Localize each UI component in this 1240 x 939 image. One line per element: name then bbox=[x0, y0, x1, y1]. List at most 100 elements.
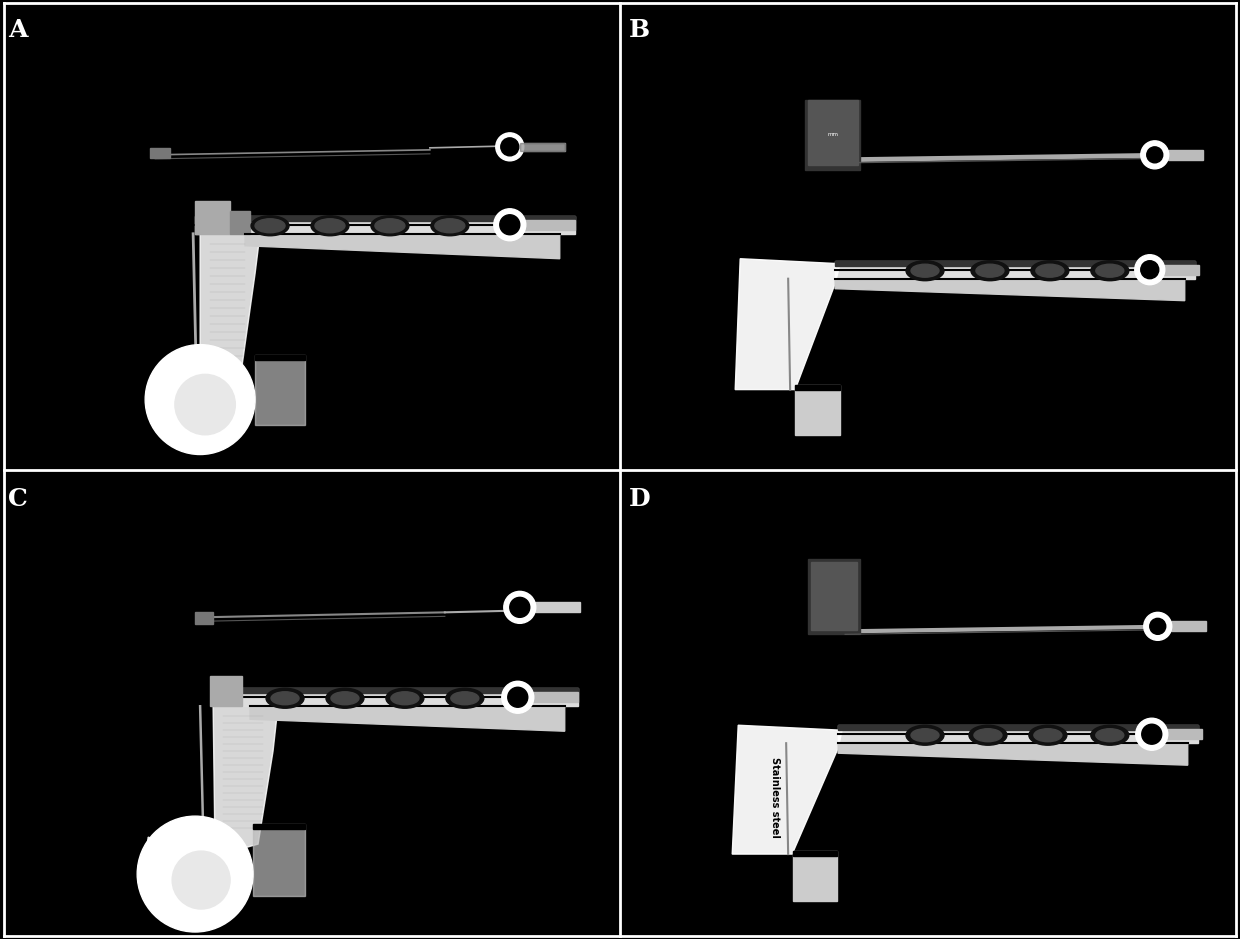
Ellipse shape bbox=[1030, 261, 1069, 281]
Ellipse shape bbox=[250, 216, 289, 236]
Bar bbox=[520, 143, 564, 151]
Circle shape bbox=[510, 597, 529, 617]
Ellipse shape bbox=[430, 216, 469, 236]
Bar bbox=[231, 210, 250, 234]
Ellipse shape bbox=[326, 688, 365, 708]
Polygon shape bbox=[200, 234, 260, 390]
Bar bbox=[808, 560, 861, 635]
Bar bbox=[1164, 265, 1199, 275]
Polygon shape bbox=[732, 725, 842, 854]
Text: Stainless steel: Stainless steel bbox=[770, 757, 780, 838]
Ellipse shape bbox=[1096, 729, 1123, 742]
Text: mm: mm bbox=[827, 132, 838, 137]
Bar bbox=[215, 688, 578, 706]
Ellipse shape bbox=[371, 216, 409, 236]
Polygon shape bbox=[835, 279, 1184, 300]
Bar bbox=[525, 220, 574, 230]
Ellipse shape bbox=[255, 219, 285, 233]
Circle shape bbox=[1147, 146, 1163, 162]
Bar bbox=[150, 147, 170, 158]
Ellipse shape bbox=[906, 261, 944, 281]
Bar bbox=[533, 692, 578, 702]
Circle shape bbox=[1141, 141, 1169, 169]
Ellipse shape bbox=[1029, 725, 1066, 746]
Ellipse shape bbox=[976, 264, 1004, 277]
Circle shape bbox=[175, 375, 236, 435]
Ellipse shape bbox=[315, 219, 345, 233]
Ellipse shape bbox=[272, 692, 299, 705]
Circle shape bbox=[501, 138, 518, 156]
Ellipse shape bbox=[973, 729, 1002, 742]
Polygon shape bbox=[246, 234, 559, 259]
Ellipse shape bbox=[911, 264, 939, 277]
Ellipse shape bbox=[311, 216, 348, 236]
Circle shape bbox=[1143, 612, 1172, 640]
Text: B: B bbox=[629, 18, 650, 42]
Circle shape bbox=[1135, 254, 1164, 285]
Ellipse shape bbox=[1035, 264, 1064, 277]
Polygon shape bbox=[213, 706, 278, 856]
Bar bbox=[835, 261, 1194, 266]
Polygon shape bbox=[735, 259, 839, 390]
Bar bbox=[253, 824, 305, 896]
Ellipse shape bbox=[374, 219, 405, 233]
Ellipse shape bbox=[906, 725, 944, 746]
Circle shape bbox=[1136, 718, 1168, 750]
Bar bbox=[255, 355, 305, 424]
Ellipse shape bbox=[911, 729, 939, 742]
Circle shape bbox=[1149, 619, 1166, 635]
Bar bbox=[520, 143, 564, 151]
Circle shape bbox=[172, 851, 231, 909]
Circle shape bbox=[502, 682, 533, 714]
Circle shape bbox=[145, 345, 255, 454]
Polygon shape bbox=[143, 837, 180, 884]
Bar bbox=[795, 385, 839, 390]
Bar bbox=[255, 355, 305, 360]
Circle shape bbox=[496, 132, 523, 161]
Ellipse shape bbox=[1034, 729, 1061, 742]
Circle shape bbox=[138, 816, 253, 932]
Bar bbox=[1168, 150, 1203, 160]
Ellipse shape bbox=[267, 688, 304, 708]
Ellipse shape bbox=[435, 219, 465, 233]
Bar bbox=[215, 688, 578, 693]
Bar bbox=[795, 385, 839, 435]
Bar bbox=[838, 725, 1198, 731]
Bar bbox=[534, 602, 580, 612]
Text: A: A bbox=[9, 18, 27, 42]
Circle shape bbox=[1142, 724, 1162, 745]
Bar bbox=[794, 851, 837, 856]
Bar bbox=[811, 562, 857, 630]
Ellipse shape bbox=[386, 688, 424, 708]
Ellipse shape bbox=[968, 725, 1007, 746]
Ellipse shape bbox=[391, 692, 419, 705]
Ellipse shape bbox=[1096, 264, 1123, 277]
Bar bbox=[805, 100, 861, 170]
Polygon shape bbox=[250, 706, 564, 731]
Bar bbox=[838, 725, 1198, 743]
Bar bbox=[1167, 730, 1202, 739]
Bar bbox=[253, 824, 305, 829]
Text: D: D bbox=[629, 487, 650, 512]
Ellipse shape bbox=[1091, 725, 1128, 746]
Polygon shape bbox=[148, 370, 185, 420]
Bar bbox=[1171, 622, 1205, 631]
Bar bbox=[794, 851, 837, 901]
Bar bbox=[835, 261, 1194, 279]
Bar bbox=[808, 100, 858, 165]
Bar bbox=[195, 216, 574, 234]
Circle shape bbox=[500, 215, 520, 235]
Circle shape bbox=[1141, 261, 1158, 279]
Ellipse shape bbox=[451, 692, 479, 705]
Circle shape bbox=[503, 592, 536, 623]
Polygon shape bbox=[838, 743, 1188, 765]
Ellipse shape bbox=[1091, 261, 1128, 281]
Ellipse shape bbox=[331, 692, 358, 705]
Bar bbox=[195, 201, 231, 234]
Bar bbox=[195, 216, 574, 221]
Circle shape bbox=[508, 687, 528, 707]
Circle shape bbox=[494, 208, 526, 240]
Text: C: C bbox=[9, 487, 29, 512]
Ellipse shape bbox=[446, 688, 484, 708]
Bar bbox=[210, 676, 242, 706]
